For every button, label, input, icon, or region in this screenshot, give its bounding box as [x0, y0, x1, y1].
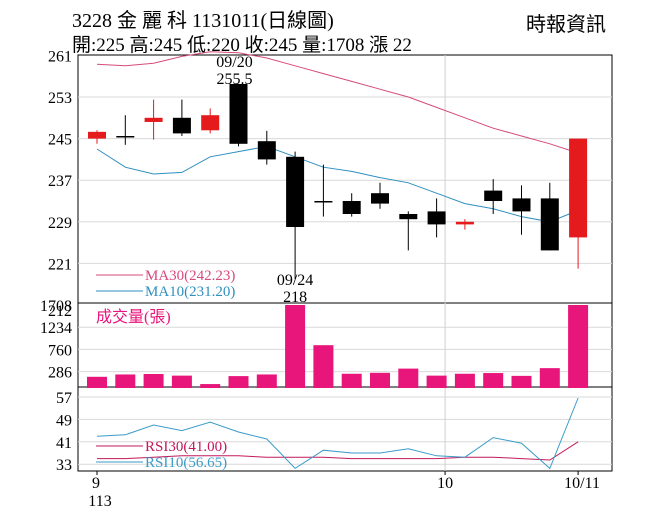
ma-legend-label: MA30(242.23): [145, 268, 235, 284]
volume-tick-label: 1234: [40, 320, 72, 337]
candle-body: [201, 115, 220, 131]
candle-body: [116, 136, 135, 138]
price-tick-label: 253: [48, 90, 72, 107]
volume-bar: [426, 375, 447, 388]
candle-body: [88, 131, 106, 139]
volume-bar: [228, 376, 249, 388]
rsi10-line: [96, 397, 579, 470]
volume-bar: [539, 368, 560, 388]
candle-body: [569, 138, 588, 238]
candle-body: [314, 201, 333, 203]
volume-title: 成交量(張): [96, 308, 171, 326]
volume-bar: [398, 368, 419, 388]
price-tick-label: 229: [48, 215, 72, 232]
x-axis-label-month: 9: [92, 475, 100, 492]
volume-tick-label: 760: [48, 342, 72, 359]
candle-body: [512, 198, 531, 212]
high-annotation-value: 255.5: [217, 71, 253, 88]
chart-title: 3228 金 麗 科 1131011(日線圖): [72, 10, 334, 32]
volume-tick-label: 286: [48, 365, 72, 382]
candle-body: [427, 211, 446, 225]
x-axis-label-date: 10/11: [564, 475, 600, 492]
price-tick-label: 261: [48, 48, 72, 65]
price-tick-label: 245: [48, 132, 72, 149]
volume-bar: [313, 345, 334, 388]
candle-body: [286, 156, 305, 227]
candle-body: [342, 201, 361, 214]
candle-body: [484, 190, 503, 201]
volume-bar: [341, 373, 362, 388]
volume-bar: [285, 305, 306, 388]
volume-bar: [115, 374, 136, 388]
low-annotation-date: 09/24: [277, 272, 313, 289]
rsi-tick-label: 57: [56, 390, 72, 407]
volume-bar: [171, 375, 192, 388]
candle-body: [371, 193, 389, 204]
volume-bar: [511, 375, 532, 388]
price-tick-label: 221: [48, 256, 72, 273]
x-axis-label-month: 10: [437, 475, 453, 492]
rsi-legend-label: RSI30(41.00): [145, 439, 227, 455]
rsi-legend-label: RSI10(56.65): [145, 455, 227, 471]
volume-bar: [143, 373, 164, 388]
x-axis-label-year: 113: [88, 493, 111, 510]
price-panel-frame: [77, 54, 613, 304]
candle-body: [229, 84, 248, 144]
candle-body: [399, 214, 418, 220]
brand-label: 時報資訊: [526, 14, 606, 36]
rsi-tick-label: 33: [56, 457, 72, 474]
ma10-line: [96, 145, 579, 223]
volume-tick-label: 1708: [40, 298, 72, 315]
volume-bar: [87, 376, 107, 388]
candle-body: [540, 198, 559, 251]
volume-bar: [454, 373, 475, 388]
high-annotation-date: 09/20: [216, 54, 252, 71]
price-tick-label: 212: [48, 303, 72, 320]
volume-bar: [256, 374, 277, 388]
volume-bar: [568, 305, 589, 388]
volume-bar: [200, 384, 221, 388]
rsi-tick-label: 41: [56, 435, 72, 452]
ma-legend-label: MA10(231.20): [145, 284, 235, 300]
rsi-tick-label: 49: [56, 412, 72, 429]
low-annotation-value: 218: [283, 289, 307, 306]
candle-body: [172, 117, 191, 134]
price-tick-label: 237: [48, 173, 72, 190]
volume-bar: [370, 372, 390, 388]
candle-body: [257, 141, 276, 160]
volume-bar: [483, 373, 504, 388]
candle-body: [144, 117, 163, 122]
quote-summary: 開:225 高:245 低:220 收:245 量:1708 漲 22: [72, 35, 412, 56]
ma30-line: [96, 51, 579, 154]
candle-body: [455, 221, 474, 225]
rsi30-line: [97, 441, 579, 461]
